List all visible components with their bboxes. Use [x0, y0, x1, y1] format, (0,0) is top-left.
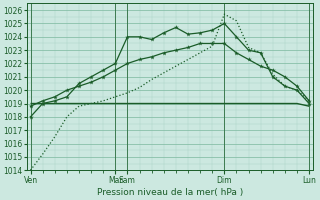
X-axis label: Pression niveau de la mer( hPa ): Pression niveau de la mer( hPa ): [97, 188, 243, 197]
